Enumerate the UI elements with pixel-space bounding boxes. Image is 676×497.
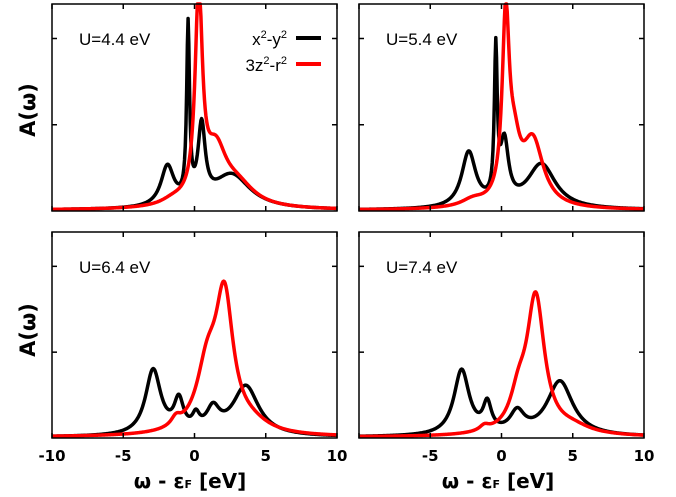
xtick-label: 10 <box>327 447 348 465</box>
panel-1: U=4.4 eV <box>50 2 339 212</box>
xlabel-omega: ω <box>134 469 151 493</box>
series-z2r2-panel-3 <box>50 279 339 438</box>
panel-2: U=5.4 eV <box>357 2 646 212</box>
xtick-label: -5 <box>115 447 132 465</box>
xlabel-left: ω - εF [eV] <box>134 469 247 493</box>
series-x2y2-panel-4 <box>357 367 646 438</box>
panel-4: U=7.4 eV <box>357 231 646 439</box>
xtick-label: 10 <box>634 447 655 465</box>
xtick-label: 0 <box>496 447 506 465</box>
panel-label: U=6.4 eV <box>79 258 151 277</box>
xtick-label: 5 <box>568 447 578 465</box>
ylabel-bottom: A(ω) <box>16 303 40 357</box>
series-x2y2-panel-3 <box>50 366 339 438</box>
xtick-label: -10 <box>38 447 65 465</box>
legend-label-x2y2: x2-y2 <box>252 29 287 49</box>
series-z2r2-panel-2 <box>357 2 646 212</box>
series-z2r2-panel-4 <box>357 290 646 439</box>
xtick-label: -5 <box>422 447 439 465</box>
legend: x2-y2 3z2-r2 <box>245 29 321 75</box>
series-z2r2-panel-1 <box>50 2 339 212</box>
panel-3: U=6.4 eV <box>50 231 339 439</box>
panel-label: U=7.4 eV <box>386 258 458 277</box>
panel-label: U=4.4 eV <box>79 30 151 49</box>
xtick-label: 0 <box>189 447 199 465</box>
xlabel-F: F <box>184 478 192 491</box>
legend-label-z2r2: 3z2-r2 <box>245 55 287 75</box>
panel-label: U=5.4 eV <box>386 30 458 49</box>
xlabel-minus: - <box>158 469 166 493</box>
ylabel-top: A(ω) <box>16 83 40 137</box>
xtick-label: 5 <box>261 447 271 465</box>
xlabel-eps: ε <box>173 469 184 493</box>
xlabel-right: ω - εF [eV] <box>442 469 555 493</box>
xlabel-unit: [eV] <box>199 469 246 493</box>
